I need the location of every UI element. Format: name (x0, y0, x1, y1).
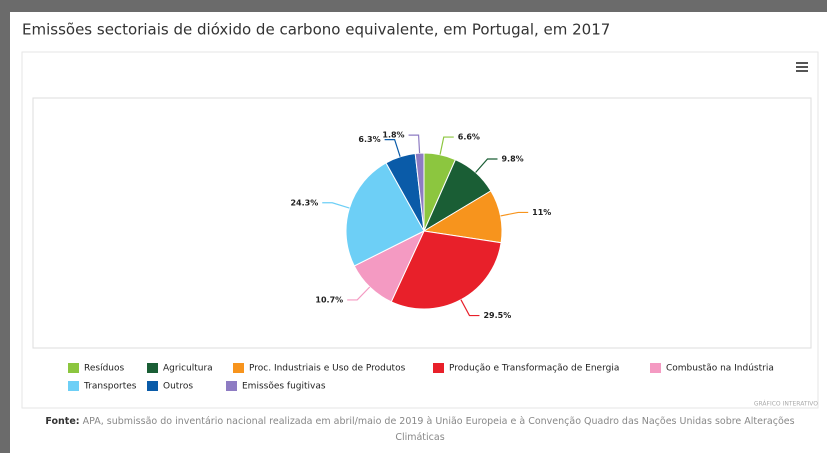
legend-swatch (233, 363, 244, 373)
data-label: 6.6% (458, 133, 480, 142)
legend-label: Agricultura (163, 364, 213, 374)
legend-label: Proc. Industriais e Uso de Produtos (249, 364, 406, 374)
source: Fonte: APA, submissão do inventário naci… (30, 414, 810, 446)
menu-icon[interactable] (796, 62, 808, 72)
connector (460, 299, 480, 317)
data-label: 1.8% (382, 131, 404, 140)
legend-swatch (226, 381, 237, 391)
data-label: 9.8% (501, 154, 523, 163)
legend-swatch (147, 381, 158, 391)
legend-swatch (650, 363, 661, 373)
legend-swatch (433, 363, 444, 373)
connector (347, 286, 371, 301)
legend-label: Transportes (83, 382, 137, 392)
data-label: 10.7% (315, 295, 343, 304)
plot-frame (32, 97, 812, 349)
data-label: 11% (532, 208, 551, 217)
connector (475, 158, 498, 173)
source-label: Fonte: (45, 416, 80, 427)
data-label: 6.3% (358, 135, 380, 144)
legend-swatch (147, 363, 158, 373)
connector (384, 139, 401, 157)
legend-swatch (68, 363, 79, 373)
legend-label: Combustão na Indústria (666, 364, 774, 374)
badge[interactable]: GRÁFICO INTERATIVO (754, 401, 818, 408)
data-label: 24.3% (290, 198, 318, 207)
pie-slice (345, 162, 425, 267)
source-text: APA, submissão do inventário nacional re… (82, 416, 795, 443)
legend-label: Produção e Transformação de Energia (449, 364, 619, 374)
connector (408, 134, 421, 154)
legend-swatch (68, 381, 79, 391)
chart-title: Emissões sectoriais de dióxido de carbon… (22, 21, 610, 39)
connector (500, 211, 529, 217)
connector (322, 202, 350, 209)
data-label: 29.5% (483, 311, 511, 320)
legend-label: Outros (163, 382, 193, 392)
legend-label: Emissões fugitivas (242, 382, 326, 392)
legend-label: Resíduos (84, 364, 124, 374)
connector (439, 136, 454, 155)
